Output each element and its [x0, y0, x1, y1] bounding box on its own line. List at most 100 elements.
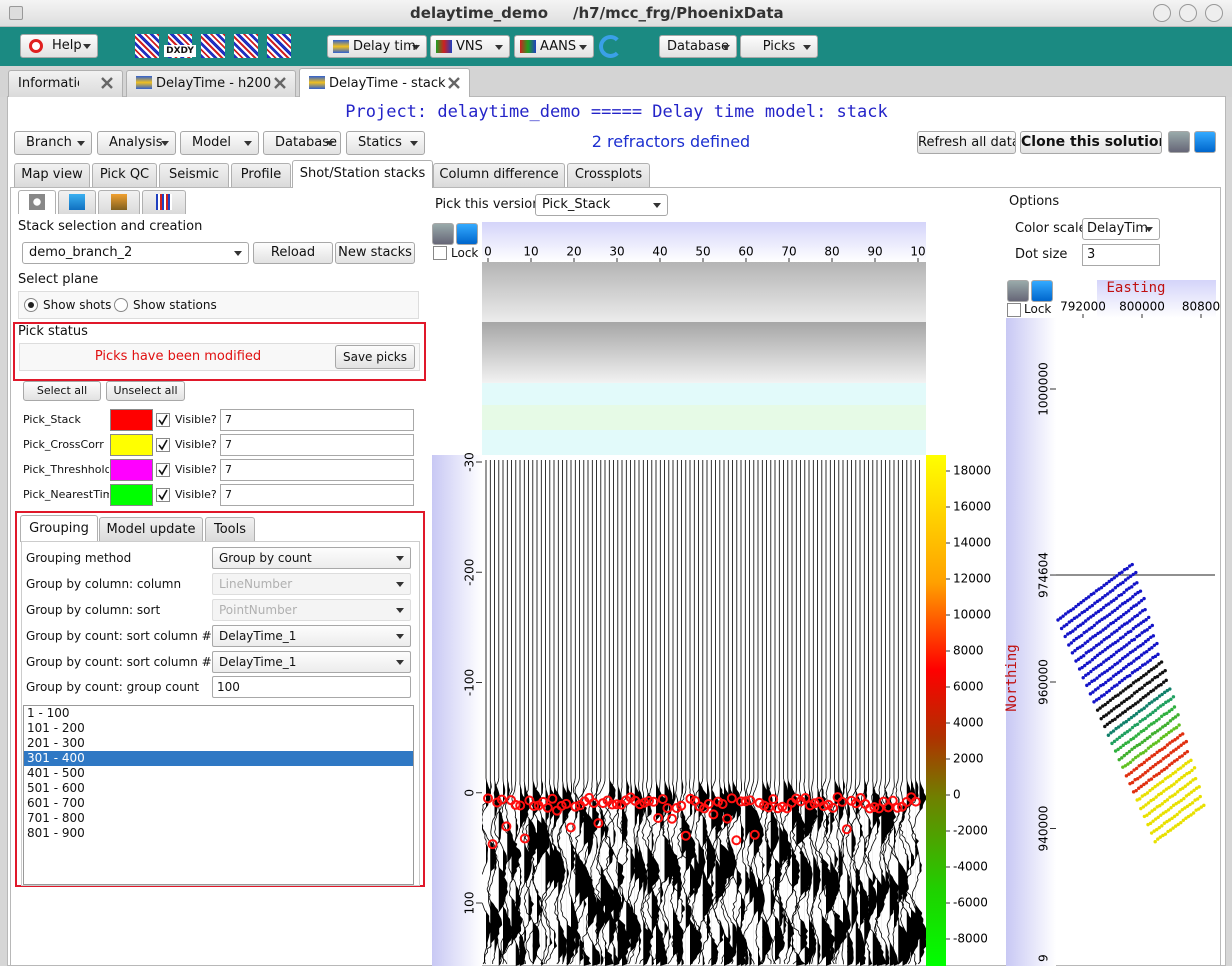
- window-title: delaytime_demo: [410, 4, 548, 22]
- grouping-tab[interactable]: Tools: [205, 517, 255, 542]
- check-mark: [158, 414, 168, 426]
- view-tab[interactable]: Map view: [14, 163, 90, 187]
- snapshot-icon[interactable]: [1194, 131, 1216, 153]
- header-button[interactable]: Refresh all data: [917, 131, 1016, 154]
- visible-checkbox[interactable]: [156, 438, 170, 452]
- pick-color[interactable]: [110, 434, 153, 456]
- tab-close[interactable]: [274, 77, 286, 89]
- toolbar-menu[interactable]: [327, 35, 427, 58]
- header-menu[interactable]: Analysis: [97, 131, 176, 155]
- visible-checkbox[interactable]: [156, 463, 170, 477]
- header-menu[interactable]: Branch: [14, 131, 92, 155]
- new-stacks-button[interactable]: New stacks: [335, 242, 415, 264]
- snapshot-icon[interactable]: [1031, 280, 1053, 302]
- toolbar-menu[interactable]: Picks: [740, 35, 818, 58]
- toolbar-menu-label: Delay time: [353, 39, 417, 54]
- grouping-tab[interactable]: Grouping: [20, 515, 98, 542]
- snapshot-icon[interactable]: [456, 223, 478, 245]
- unselect-all-button[interactable]: Unselect all: [106, 381, 185, 401]
- group-item[interactable]: 501 - 600: [27, 781, 85, 795]
- pick-color[interactable]: [110, 409, 153, 431]
- highlight-box: [15, 511, 425, 887]
- header-button[interactable]: Clone this solution: [1020, 131, 1162, 154]
- group-item[interactable]: 1 - 100: [27, 706, 70, 720]
- branch-combo[interactable]: demo_branch_2: [22, 242, 249, 264]
- toolbar-menu[interactable]: Database: [659, 35, 737, 58]
- pick-size-input[interactable]: 7: [220, 484, 414, 506]
- check-mark: [158, 489, 168, 501]
- group-item[interactable]: 401 - 500: [27, 766, 85, 780]
- field-combo[interactable]: Group by count: [212, 547, 411, 569]
- snapshot-icon[interactable]: [432, 223, 454, 245]
- field-label: Group by column: column: [26, 577, 182, 591]
- document-tab[interactable]: [299, 68, 470, 97]
- color-scale-combo[interactable]: DelayTim: [1082, 218, 1160, 240]
- pick-color[interactable]: [110, 459, 153, 481]
- tool-icon-label: DXDY: [164, 45, 196, 57]
- grouping-tab[interactable]: Model update: [99, 517, 203, 542]
- field-label: Grouping method: [26, 551, 132, 565]
- visible-checkbox[interactable]: [156, 413, 170, 427]
- option-label: Dot size: [1015, 247, 1068, 262]
- menu-icon: [333, 40, 349, 53]
- dot-size-input[interactable]: 3: [1082, 244, 1160, 266]
- radio-button[interactable]: [114, 298, 128, 312]
- window-button[interactable]: [1153, 4, 1171, 22]
- tool-tab-icon: [29, 194, 45, 210]
- document-tab[interactable]: [8, 70, 123, 97]
- window-button[interactable]: [1205, 4, 1223, 22]
- radio-dot: [28, 302, 34, 308]
- lock-checkbox[interactable]: [433, 246, 447, 260]
- view-tab[interactable]: Column difference: [433, 163, 565, 187]
- tab-icon: [136, 76, 152, 89]
- field-combo[interactable]: DelayTime_1: [212, 625, 411, 647]
- group-item[interactable]: 701 - 800: [27, 811, 85, 825]
- group-item[interactable]: 801 - 900: [27, 826, 85, 840]
- visible-label: Visible?: [175, 413, 217, 426]
- snapshot-icon[interactable]: [1168, 131, 1190, 153]
- header-menu[interactable]: Statics: [346, 131, 425, 155]
- document-tab[interactable]: [126, 70, 296, 97]
- tab-close[interactable]: [448, 77, 460, 89]
- pick-size-input[interactable]: 7: [220, 409, 414, 431]
- pick-size-input[interactable]: 7: [220, 434, 414, 456]
- radio-group: [18, 291, 419, 319]
- group-item[interactable]: 101 - 200: [27, 721, 85, 735]
- view-tab[interactable]: Profile: [231, 163, 291, 187]
- header-menu[interactable]: Database: [263, 131, 341, 155]
- section-title: Select plane: [18, 272, 99, 287]
- group-item[interactable]: 601 - 700: [27, 796, 85, 810]
- save-picks-button[interactable]: Save picks: [335, 345, 415, 369]
- field-input[interactable]: 100: [212, 676, 411, 698]
- lock-label: Lock: [451, 246, 479, 260]
- group-item[interactable]: 201 - 300: [27, 736, 85, 750]
- lock-checkbox[interactable]: [1007, 303, 1021, 317]
- view-tab[interactable]: Pick QC: [92, 163, 157, 187]
- tool-icon[interactable]: [201, 34, 225, 58]
- refresh-icon[interactable]: [599, 35, 622, 58]
- reload-button[interactable]: Reload: [253, 242, 333, 264]
- field-combo: LineNumber: [212, 573, 411, 595]
- tool-tab-icon: [111, 194, 127, 210]
- field-combo[interactable]: DelayTime_1: [212, 651, 411, 673]
- help-button[interactable]: [20, 34, 98, 58]
- view-tab[interactable]: Crossplots: [567, 163, 650, 187]
- radio-label: Show stations: [133, 298, 217, 312]
- tool-icon[interactable]: [267, 34, 291, 58]
- header-menu[interactable]: Model: [180, 131, 259, 155]
- group-item[interactable]: 301 - 400: [24, 751, 413, 766]
- view-tab[interactable]: Shot/Station stacks: [292, 160, 433, 188]
- view-tab[interactable]: Seismic: [159, 163, 229, 187]
- tab-close[interactable]: [101, 77, 113, 89]
- select-all-button[interactable]: Select all: [23, 381, 101, 401]
- close-icon: [448, 77, 460, 89]
- version-combo[interactable]: Pick_Stack: [535, 194, 668, 216]
- pick-name: Pick_Threshhold: [23, 463, 109, 476]
- tool-icon[interactable]: [135, 34, 159, 58]
- tool-icon[interactable]: [234, 34, 258, 58]
- snapshot-icon[interactable]: [1007, 280, 1029, 302]
- window-button[interactable]: [1179, 4, 1197, 22]
- pick-color[interactable]: [110, 484, 153, 506]
- visible-checkbox[interactable]: [156, 488, 170, 502]
- pick-size-input[interactable]: 7: [220, 459, 414, 481]
